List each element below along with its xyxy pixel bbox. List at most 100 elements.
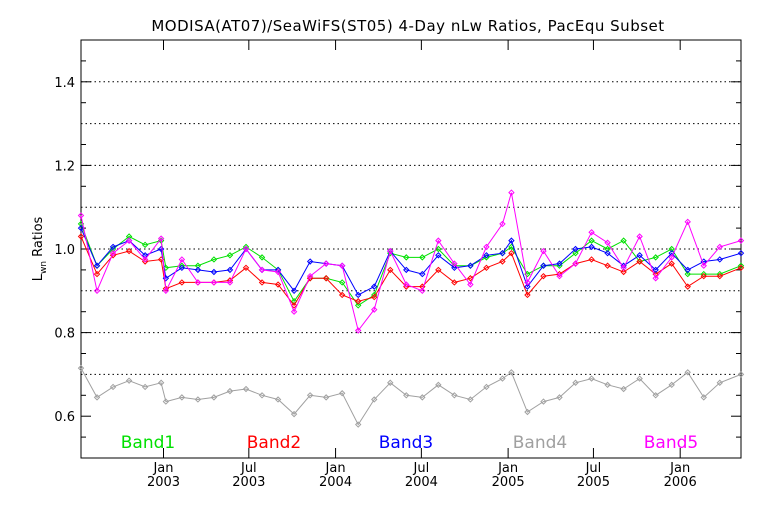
band2-point	[668, 260, 675, 267]
band5-point	[636, 233, 643, 240]
band5-point	[258, 266, 266, 274]
band5-point	[403, 281, 410, 288]
band4-point	[572, 379, 579, 386]
band4-point	[668, 381, 675, 389]
y-axis: 0.6 0.8 1.0 1.2 1.4	[54, 60, 741, 438]
band4-point	[620, 385, 627, 393]
band4-point	[636, 375, 643, 382]
band2-point	[636, 258, 643, 265]
band3-point	[306, 258, 314, 265]
band4-point	[210, 394, 218, 401]
band5-point	[419, 287, 426, 295]
band4-point	[604, 381, 611, 389]
band4-point	[157, 379, 165, 386]
x-tick-label-month: Jul	[413, 461, 430, 476]
band1-point	[258, 254, 266, 261]
band4-point	[274, 396, 282, 403]
band5-point	[467, 281, 474, 288]
band5-point	[483, 243, 490, 251]
y-tick-label: 1.4	[54, 76, 75, 91]
band4-point	[737, 371, 745, 378]
legend: Band1 Band2 Band3 Band4 Band5	[121, 433, 698, 453]
band2-point	[499, 258, 506, 265]
x-tick-label-year: 2003	[147, 475, 180, 490]
band4-point	[483, 383, 490, 391]
band5-point	[508, 189, 515, 196]
band3-point	[737, 249, 745, 257]
band4-point	[77, 364, 85, 372]
band4-point	[178, 394, 186, 401]
band3-point	[508, 237, 515, 244]
x-tick-label-month: Jan	[669, 461, 690, 476]
band5-point	[371, 306, 378, 313]
band4-point	[451, 392, 458, 399]
band2-point	[588, 256, 595, 263]
band5-point	[435, 237, 442, 244]
band4-point	[338, 390, 346, 397]
band3-point	[499, 249, 506, 257]
band1-point	[652, 254, 659, 261]
band4-point	[524, 408, 531, 416]
band4-point	[556, 394, 563, 401]
band5-point	[604, 239, 611, 246]
band2-point	[604, 262, 611, 269]
band2-point	[508, 249, 515, 257]
legend-item-band3: Band3	[379, 433, 433, 453]
band1-point	[620, 237, 627, 244]
band2-point	[451, 279, 458, 286]
band5-point	[700, 262, 707, 269]
band2-point	[737, 264, 745, 272]
x-tick-label-year: 2005	[577, 475, 610, 490]
band5-point	[306, 272, 314, 280]
x-tick-label-year: 2004	[319, 475, 352, 490]
x-tick-label-month: Jan	[152, 461, 173, 476]
band4-point	[499, 375, 506, 382]
band3-point	[572, 245, 579, 253]
band5-point	[737, 237, 745, 244]
x-tick-label-year: 2004	[405, 475, 438, 490]
band5-point	[162, 287, 170, 295]
legend-item-band1: Band1	[121, 433, 175, 453]
band2-point	[178, 279, 186, 286]
band1-point	[338, 279, 346, 286]
band5-point	[338, 262, 346, 269]
band2-point	[290, 302, 298, 309]
band3-point	[483, 252, 490, 259]
band4-point	[588, 375, 595, 382]
band4-point	[306, 392, 314, 399]
band5-point	[556, 272, 563, 280]
band4-point	[716, 379, 723, 386]
band2-point	[77, 233, 85, 240]
band5-point	[652, 275, 659, 282]
y-axis-label: Lwn Ratios	[31, 216, 49, 281]
band3-point	[210, 268, 218, 276]
band3-point	[93, 262, 101, 269]
legend-item-band4: Band4	[513, 433, 567, 453]
band1-point	[354, 302, 362, 309]
band5-line	[80, 192, 742, 332]
band5-point	[194, 279, 202, 286]
band1-point	[194, 262, 202, 269]
band4-point	[162, 398, 170, 405]
band4-point	[540, 398, 547, 405]
band3-point	[403, 266, 410, 274]
band4-point	[125, 377, 133, 384]
band2-point	[684, 283, 691, 290]
series-layer	[77, 189, 745, 428]
x-tick-label-year: 2006	[664, 475, 697, 490]
band4-point	[371, 396, 378, 403]
band3-point	[77, 224, 85, 232]
band4-point	[354, 421, 362, 428]
x-tick-label-year: 2003	[232, 475, 265, 490]
band2-point	[125, 247, 133, 255]
x-tick-label-month: Jul	[240, 461, 257, 476]
band2-point	[540, 272, 547, 280]
band2-point	[435, 266, 442, 274]
band5-point	[451, 260, 458, 267]
band4-point	[700, 394, 707, 401]
band2-point	[322, 275, 330, 282]
band2-point	[700, 272, 707, 280]
band3-point	[157, 245, 165, 253]
band3-point	[419, 270, 426, 278]
